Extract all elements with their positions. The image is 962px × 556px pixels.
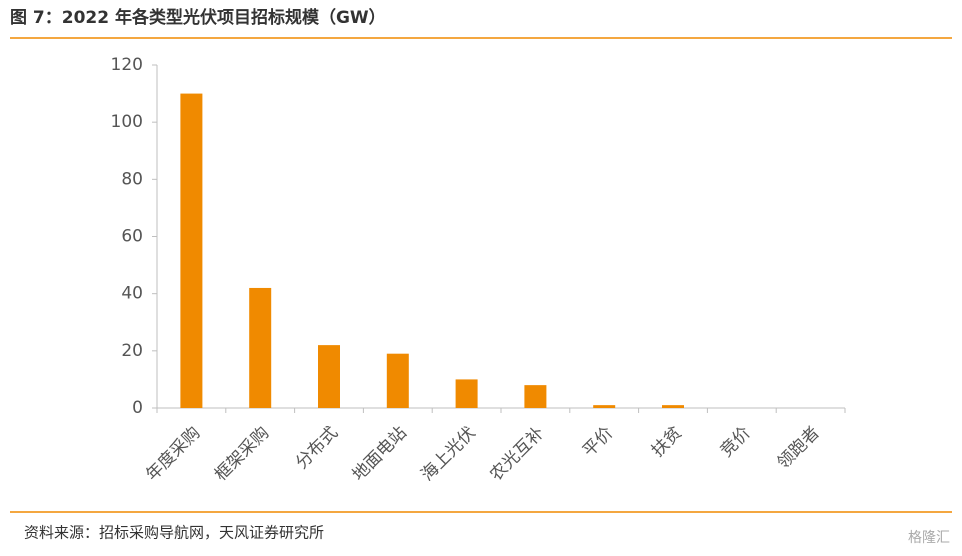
x-tick-label: 分布式 [292,423,342,473]
bar [386,353,409,408]
x-tick-label: 农光互补 [486,423,548,485]
x-tick-label: 平价 [579,423,617,461]
y-tick-label: 40 [121,284,143,304]
source-note: 资料来源：招标采购导航网，天风证券研究所 [24,524,324,542]
y-tick-label: 80 [121,169,143,189]
y-tick-label: 100 [111,112,143,132]
x-tick-label: 地面电站 [349,423,411,485]
x-tick-label: 扶贫 [648,423,686,461]
bar [662,405,684,408]
chart-title: 图 7：2022 年各类型光伏项目招标规模（GW） [10,7,386,28]
y-tick-label: 0 [132,398,143,418]
bar [593,405,616,408]
bar [455,379,478,408]
bar [180,93,203,408]
watermark: 格隆汇 [908,530,950,546]
x-tick-label: 海上光伏 [417,423,479,485]
x-tick-label: 年度采购 [142,423,204,485]
bar [318,345,340,408]
y-tick-label: 60 [121,227,143,247]
x-tick-label: 框架采购 [211,423,273,485]
bar [249,287,272,408]
bar [524,385,547,408]
x-tick-label: 领跑者 [773,423,823,473]
y-tick-label: 20 [121,341,143,361]
y-tick-label: 120 [111,55,143,75]
x-tick-label: 竞价 [717,423,755,461]
